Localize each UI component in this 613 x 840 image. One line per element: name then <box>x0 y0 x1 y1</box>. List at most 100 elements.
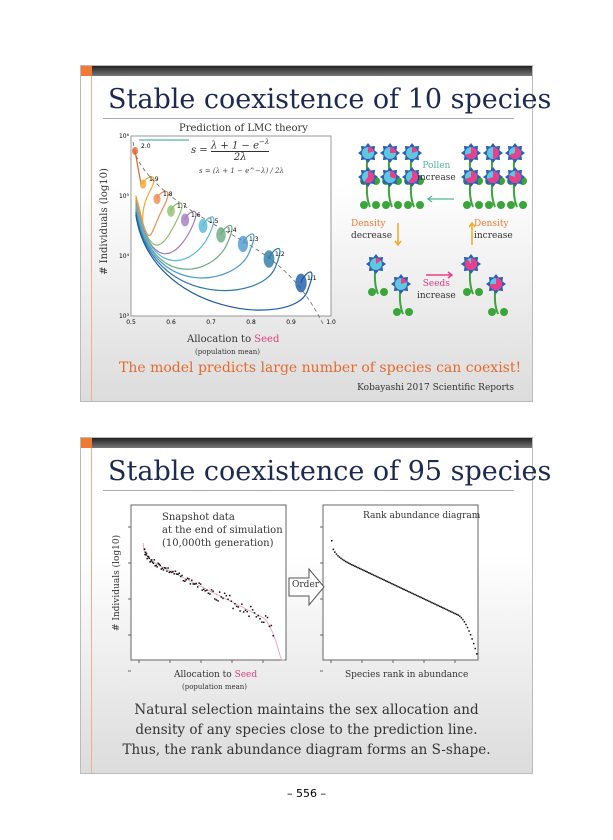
trajectory-line <box>135 202 197 255</box>
data-point <box>152 562 155 565</box>
data-point <box>338 556 341 558</box>
trajectory-line <box>135 200 183 246</box>
data-point <box>406 590 409 592</box>
data-point <box>409 591 412 594</box>
leaf <box>507 201 515 209</box>
title-rule <box>103 490 514 491</box>
seed-fraction <box>390 171 396 179</box>
data-point <box>191 579 193 582</box>
data-point <box>375 575 378 578</box>
order-arrow <box>288 567 325 607</box>
slide-10-species: Stable coexistence of 10 species 0.5 0.6 0… <box>80 65 551 402</box>
data-point <box>340 557 342 560</box>
density-text: Density <box>351 219 386 229</box>
data-point <box>156 566 158 568</box>
data-point <box>160 568 163 570</box>
leaf <box>404 201 412 209</box>
data-point <box>459 615 461 617</box>
data-point <box>207 592 210 594</box>
data-point <box>201 589 203 591</box>
seeds-label: Seeds increase <box>417 278 456 302</box>
prediction-line <box>142 542 285 661</box>
data-point <box>468 630 470 632</box>
data-point <box>474 647 476 650</box>
slide-top-bar <box>81 66 532 76</box>
equilibrium-cluster <box>153 193 161 205</box>
data-point <box>352 564 355 567</box>
xlabel-seed: Seed <box>254 334 280 345</box>
plot-area <box>322 504 479 661</box>
rank-abundance-chart <box>320 504 479 672</box>
data-point <box>182 579 185 582</box>
xlabel-seed: Seed <box>234 670 258 680</box>
data-point <box>420 596 422 599</box>
data-point <box>460 616 463 619</box>
density-increase-arrow <box>468 221 476 245</box>
seeds-arrow <box>426 271 454 279</box>
body-line: density of any species close to the pred… <box>135 722 478 738</box>
body-line: Thus, the rank abundance diagram forms a… <box>122 742 491 758</box>
data-point <box>144 553 146 556</box>
data-point <box>332 548 335 551</box>
title-rule <box>103 118 514 119</box>
data-point <box>166 570 168 572</box>
seed-fraction <box>408 171 418 183</box>
species-label: 1.5 <box>209 218 219 225</box>
data-point <box>153 559 156 561</box>
data-point <box>154 565 156 567</box>
data-point <box>192 583 195 585</box>
seed-fraction <box>465 147 477 159</box>
data-point <box>244 609 247 612</box>
leaf <box>382 201 390 209</box>
density-increase-label: Density increase <box>474 218 513 242</box>
data-point <box>150 559 153 561</box>
seed-fraction <box>368 147 374 153</box>
data-point <box>173 573 175 575</box>
data-point <box>199 583 202 585</box>
slide-title: Stable coexistence of 95 species <box>108 456 552 487</box>
leaf <box>416 201 424 209</box>
data-point <box>398 586 401 589</box>
data-point <box>391 582 393 585</box>
formula-den: 2λ <box>233 152 247 164</box>
caption-line: at the end of simulation <box>162 525 283 536</box>
data-point <box>360 568 362 570</box>
order-label: Order <box>292 580 320 590</box>
data-point <box>411 592 413 594</box>
data-point <box>172 570 174 573</box>
data-point <box>397 585 399 588</box>
plot-area <box>130 504 287 661</box>
data-point <box>331 540 333 542</box>
data-point <box>147 556 150 558</box>
data-point <box>422 597 424 600</box>
data-point <box>264 615 267 617</box>
data-point <box>343 559 345 562</box>
density-text: Density <box>474 219 509 229</box>
y-tick-label: 10⁵ <box>119 193 130 200</box>
data-point <box>341 558 344 561</box>
leaf <box>488 308 496 316</box>
data-point <box>151 561 154 563</box>
data-point <box>368 572 370 574</box>
xlabel-prefix: Allocation to <box>187 334 255 345</box>
data-point <box>457 614 459 616</box>
data-point <box>451 611 453 613</box>
data-point <box>334 551 336 553</box>
x-tick-label: 0.9 <box>286 319 296 326</box>
data-point <box>435 604 438 606</box>
data-point <box>364 570 367 573</box>
data-point <box>241 603 243 605</box>
data-point <box>149 561 151 563</box>
data-point <box>210 589 213 591</box>
data-point <box>255 616 258 618</box>
slide-top-bar <box>81 438 532 448</box>
data-point <box>423 598 426 600</box>
data-point <box>204 590 207 592</box>
data-point <box>446 609 449 611</box>
leaf <box>500 308 508 316</box>
data-point <box>227 598 229 601</box>
data-point <box>195 582 197 585</box>
data-point <box>417 595 419 597</box>
seed-fraction <box>412 147 418 153</box>
data-point <box>145 554 147 556</box>
